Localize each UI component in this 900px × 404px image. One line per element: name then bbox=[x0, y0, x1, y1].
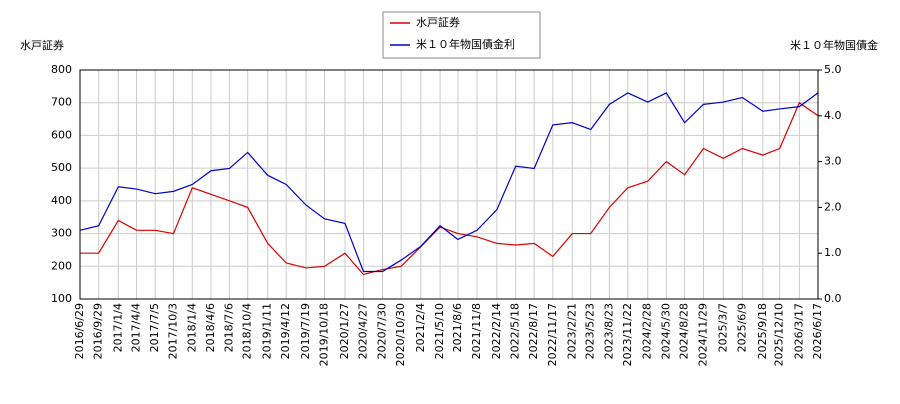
y2-tick-label: 1.0 bbox=[824, 246, 842, 259]
y-tick-label: 200 bbox=[51, 259, 72, 272]
plot-area bbox=[79, 69, 819, 300]
x-tick-label: 2025/3/7 bbox=[716, 303, 729, 352]
x-tick-label: 2021/2/4 bbox=[414, 303, 427, 352]
x-tick-label: 2018/1/4 bbox=[185, 303, 198, 352]
y-tick-label: 500 bbox=[51, 161, 72, 174]
x-tick-label: 2018/4/6 bbox=[204, 303, 217, 352]
x-tick-label: 2024/8/28 bbox=[678, 303, 691, 359]
x-tick-label: 2017/4/4 bbox=[130, 303, 143, 352]
x-tick-label: 2024/5/30 bbox=[659, 303, 672, 359]
y-tick-label: 800 bbox=[51, 63, 72, 76]
legend bbox=[382, 11, 541, 59]
x-tick-label: 2022/11/17 bbox=[546, 303, 559, 366]
x-tick-label: 2017/10/3 bbox=[166, 303, 179, 359]
x-tick-label: 2020/10/30 bbox=[394, 303, 407, 366]
x-tick-label: 2024/11/29 bbox=[696, 303, 709, 366]
x-tick-label: 2020/4/27 bbox=[356, 303, 369, 359]
y-tick-label: 600 bbox=[51, 128, 72, 141]
y-tick-label: 100 bbox=[51, 292, 72, 305]
x-tick-label: 2019/10/18 bbox=[318, 303, 331, 366]
x-tick-label: 2022/5/18 bbox=[509, 303, 522, 359]
y2-axis-label: 米１０年物国債金 bbox=[790, 38, 878, 52]
legend-box bbox=[382, 11, 541, 59]
x-tick-label: 2017/1/4 bbox=[111, 303, 124, 352]
y-tick-label: 300 bbox=[51, 227, 72, 240]
x-tick-label: 2021/11/8 bbox=[470, 303, 483, 359]
x-tick-label: 2018/7/6 bbox=[222, 303, 235, 352]
x-tick-label: 2023/11/22 bbox=[621, 303, 634, 366]
legend-label: 水戸証券 bbox=[416, 15, 460, 29]
x-tick-label: 2025/6/9 bbox=[735, 303, 748, 352]
x-tick-label: 2024/2/28 bbox=[641, 303, 654, 359]
x-tick-label: 2020/7/30 bbox=[375, 303, 388, 359]
series-line bbox=[80, 101, 819, 276]
x-tick-label: 2019/4/12 bbox=[279, 303, 292, 359]
x-tick-label: 2023/5/23 bbox=[584, 303, 597, 359]
x-tick-label: 2019/1/11 bbox=[261, 303, 274, 359]
x-tick-label: 2023/8/23 bbox=[602, 303, 615, 359]
y-axis-label: 水戸証券 bbox=[20, 38, 64, 52]
x-tick-label: 2025/9/18 bbox=[756, 303, 769, 359]
legend-label: 米１０年物国債金利 bbox=[416, 37, 515, 51]
y2-tick-label: 2.0 bbox=[824, 200, 842, 213]
y2-tick-label: 4.0 bbox=[824, 109, 842, 122]
x-tick-label: 2025/12/10 bbox=[773, 303, 786, 366]
x-tick-label: 2026/6/17 bbox=[811, 303, 824, 359]
x-tick-label: 2017/7/5 bbox=[148, 303, 161, 352]
x-tick-label: 2021/8/6 bbox=[451, 303, 464, 352]
y-tick-label: 400 bbox=[51, 194, 72, 207]
series-line bbox=[79, 92, 819, 273]
x-tick-label: 2018/10/4 bbox=[241, 303, 254, 359]
y2-tick-label: 3.0 bbox=[824, 155, 842, 168]
x-tick-label: 2020/1/27 bbox=[338, 303, 351, 359]
x-tick-label: 2016/6/29 bbox=[73, 303, 86, 359]
x-tick-label: 2016/9/29 bbox=[92, 303, 105, 359]
x-tick-label: 2023/2/21 bbox=[565, 303, 578, 359]
x-tick-label: 2019/7/19 bbox=[299, 303, 312, 359]
x-tick-label: 2021/5/10 bbox=[433, 303, 446, 359]
y-tick-label: 700 bbox=[51, 96, 72, 109]
x-tick-label: 2026/3/17 bbox=[792, 303, 805, 359]
x-tick-label: 2022/2/14 bbox=[490, 303, 503, 359]
y2-tick-label: 0.0 bbox=[824, 292, 842, 305]
y2-tick-label: 5.0 bbox=[824, 63, 842, 76]
x-tick-label: 2022/8/17 bbox=[527, 303, 540, 359]
